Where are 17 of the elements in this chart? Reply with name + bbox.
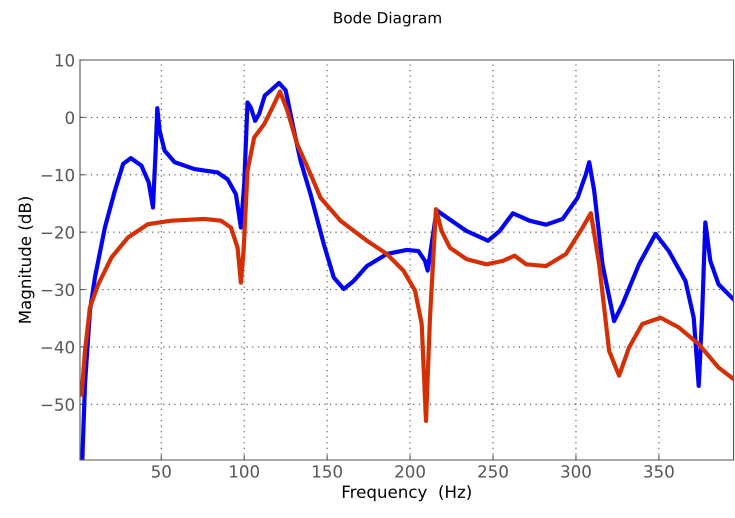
x-tick-label: 50 <box>152 465 171 478</box>
y-tick-label: −40 <box>42 340 74 354</box>
x-tick-label: 150 <box>313 465 342 478</box>
x-tick-label: 350 <box>644 465 674 478</box>
y-tick-label: −50 <box>42 398 74 411</box>
y-tick-label: 0 <box>66 111 74 124</box>
y-tick-label: −30 <box>42 284 74 296</box>
x-tick-label: 100 <box>230 465 260 478</box>
y-axis-title: Magnitude (dB) <box>18 197 34 323</box>
y-tick-label: −10 <box>42 168 74 182</box>
x-tick-label: 250 <box>478 465 508 478</box>
chart-title: Bode Diagram <box>334 12 441 26</box>
y-tick-label: −20 <box>42 226 74 239</box>
x-tick-label: 300 <box>561 465 591 478</box>
x-tick-label: 200 <box>395 465 425 478</box>
x-axis-title: Frequency (Hz) <box>342 485 471 502</box>
y-tick-label: 10 <box>56 54 74 67</box>
